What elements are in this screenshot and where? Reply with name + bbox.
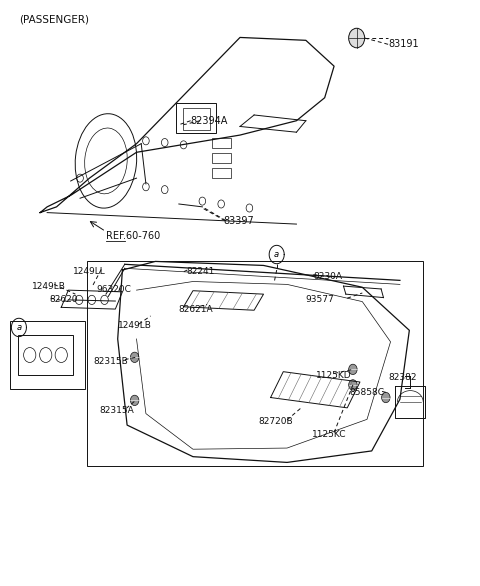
Text: 93580A: 93580A bbox=[23, 333, 58, 342]
Text: 1125KD: 1125KD bbox=[316, 370, 352, 380]
Text: 82621A: 82621A bbox=[179, 305, 214, 314]
Text: 93577: 93577 bbox=[306, 295, 335, 304]
Text: 82720B: 82720B bbox=[258, 417, 292, 426]
Text: REF.60-760: REF.60-760 bbox=[106, 230, 160, 241]
Text: 96320C: 96320C bbox=[96, 285, 132, 294]
Bar bbox=[212, 168, 230, 178]
Circle shape bbox=[131, 395, 139, 406]
Bar bbox=[87, 261, 423, 466]
Text: 8230A: 8230A bbox=[313, 272, 342, 281]
Text: 1249LB: 1249LB bbox=[32, 282, 66, 291]
Text: 82315A: 82315A bbox=[99, 406, 133, 415]
Text: 83397: 83397 bbox=[224, 216, 254, 226]
Text: 83191: 83191 bbox=[388, 39, 419, 49]
Circle shape bbox=[348, 28, 365, 48]
Bar bbox=[177, 104, 216, 134]
Text: a: a bbox=[16, 323, 22, 332]
Bar bbox=[10, 321, 85, 389]
Text: 1249LB: 1249LB bbox=[118, 321, 152, 331]
Text: 82382: 82382 bbox=[388, 373, 417, 383]
Bar bbox=[18, 336, 73, 374]
Text: 82315B: 82315B bbox=[93, 357, 128, 366]
Text: (PASSENGER): (PASSENGER) bbox=[19, 14, 89, 24]
Bar bbox=[182, 108, 210, 130]
Text: 82241: 82241 bbox=[186, 267, 214, 276]
Text: a: a bbox=[274, 250, 279, 259]
Text: 1243AE: 1243AE bbox=[23, 372, 57, 381]
Circle shape bbox=[382, 393, 390, 403]
Text: 85858C: 85858C bbox=[349, 388, 384, 397]
Bar bbox=[212, 138, 230, 148]
Text: 1249LL: 1249LL bbox=[73, 267, 106, 275]
Bar bbox=[212, 153, 230, 163]
Text: 82620: 82620 bbox=[49, 295, 78, 304]
Circle shape bbox=[348, 364, 357, 374]
Text: 1125KC: 1125KC bbox=[312, 430, 347, 439]
Circle shape bbox=[131, 352, 139, 363]
Circle shape bbox=[348, 380, 357, 390]
Text: 82394A: 82394A bbox=[191, 115, 228, 126]
